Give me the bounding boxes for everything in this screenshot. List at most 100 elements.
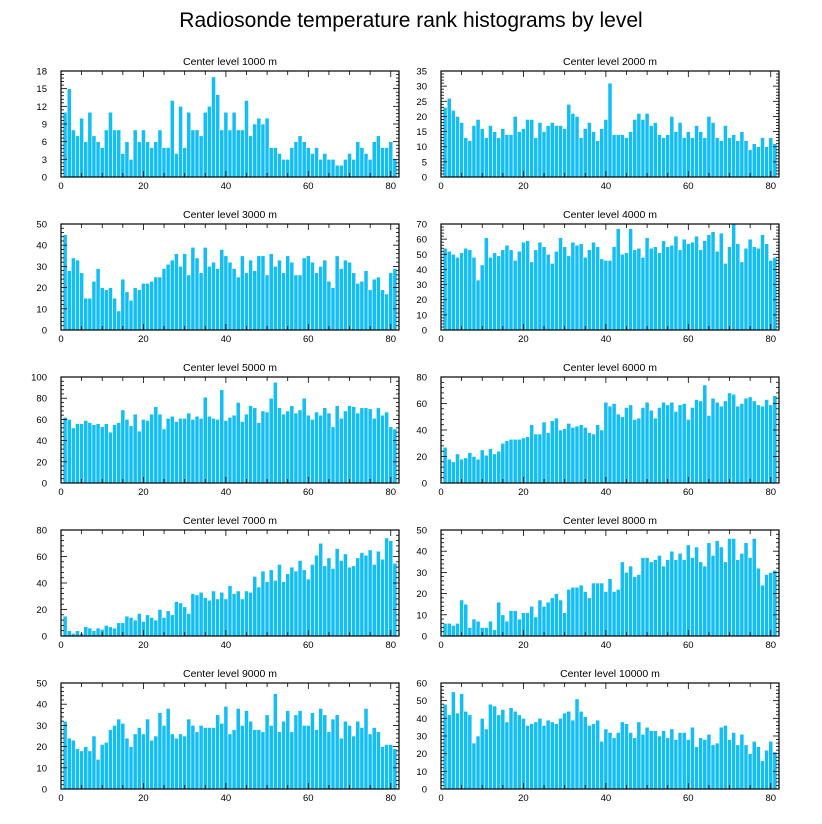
bar	[219, 249, 225, 331]
bar	[289, 405, 295, 484]
bar	[231, 729, 237, 790]
bar	[215, 714, 220, 790]
bar	[149, 617, 155, 637]
bar	[644, 113, 650, 178]
bar	[194, 415, 200, 484]
bar	[488, 703, 493, 790]
bar	[363, 708, 369, 790]
bar	[739, 733, 745, 790]
y-tick-label: 35	[416, 67, 427, 78]
bar	[227, 129, 233, 178]
bar	[235, 402, 241, 484]
bar	[566, 710, 572, 790]
bar	[562, 428, 568, 484]
bar	[235, 708, 241, 790]
bar	[595, 719, 600, 790]
bar	[615, 732, 621, 790]
bar	[165, 263, 171, 331]
bar	[582, 716, 588, 790]
bar	[756, 746, 761, 790]
bar	[384, 411, 389, 484]
x-tick-label: 20	[138, 640, 149, 651]
y-tick-label: 0	[42, 632, 47, 643]
bar	[694, 546, 699, 637]
x-tick-label: 0	[58, 181, 63, 192]
bar	[718, 405, 724, 484]
bar	[558, 125, 563, 178]
bar	[690, 726, 695, 790]
bar	[293, 714, 299, 790]
bar	[516, 438, 522, 484]
bar	[240, 598, 245, 637]
bar	[558, 237, 563, 331]
bar	[570, 113, 576, 178]
bar	[624, 723, 629, 790]
bar	[116, 422, 122, 484]
bar	[587, 597, 592, 637]
bar	[739, 261, 745, 331]
bar	[533, 616, 539, 637]
bar	[207, 106, 212, 178]
bar	[268, 397, 274, 484]
bar	[727, 739, 732, 790]
bar	[698, 249, 704, 331]
panel-9: Center level 9000 m 0 20 40 60 80 0 10 20 30 40 50	[36, 668, 400, 804]
bar	[545, 432, 551, 484]
bar	[363, 270, 369, 331]
bar	[562, 246, 568, 331]
bar	[739, 553, 745, 637]
bar	[702, 240, 708, 331]
bar	[252, 270, 258, 331]
bar	[529, 424, 535, 484]
bar	[628, 404, 633, 484]
bar	[718, 140, 724, 178]
bar	[66, 737, 72, 790]
bar	[182, 147, 188, 178]
bar	[91, 135, 97, 178]
bar	[554, 593, 559, 637]
bar	[83, 420, 89, 484]
bar	[289, 261, 295, 331]
bar	[285, 573, 291, 637]
bar	[756, 404, 761, 484]
bar	[446, 622, 452, 637]
bar	[451, 691, 456, 790]
bar	[562, 712, 568, 790]
bar	[103, 625, 109, 637]
bar	[256, 255, 262, 331]
bar	[165, 610, 171, 637]
bar	[71, 427, 76, 484]
bar	[463, 247, 469, 331]
bar	[174, 153, 179, 178]
bar	[483, 454, 489, 484]
bar	[756, 567, 761, 637]
plot-frame	[60, 223, 400, 331]
x-tick-label: 40	[601, 793, 612, 804]
bar	[244, 413, 249, 484]
bar	[87, 627, 93, 637]
bar	[161, 428, 167, 484]
bar	[624, 572, 629, 637]
bar	[334, 714, 340, 790]
panel-6: Center level 6000 m 0 20 40 60 80 0 20 40 60 80	[416, 362, 780, 498]
bar	[244, 272, 249, 331]
bar	[628, 565, 633, 637]
x-tick-label: 40	[221, 640, 232, 651]
bar	[285, 410, 291, 484]
x-tick-label: 40	[601, 181, 612, 192]
bar	[66, 88, 72, 178]
bar	[541, 131, 547, 178]
bar	[71, 257, 76, 331]
bar	[471, 257, 477, 331]
bar	[764, 399, 769, 484]
bar	[343, 410, 348, 484]
x-tick-label: 0	[58, 487, 63, 498]
bar	[475, 119, 481, 178]
bar	[446, 714, 452, 790]
bar	[108, 729, 113, 790]
bar	[545, 253, 551, 331]
bar	[190, 593, 196, 637]
y-tick-label: 20	[36, 457, 47, 468]
bar	[116, 129, 122, 178]
bar	[549, 721, 555, 790]
